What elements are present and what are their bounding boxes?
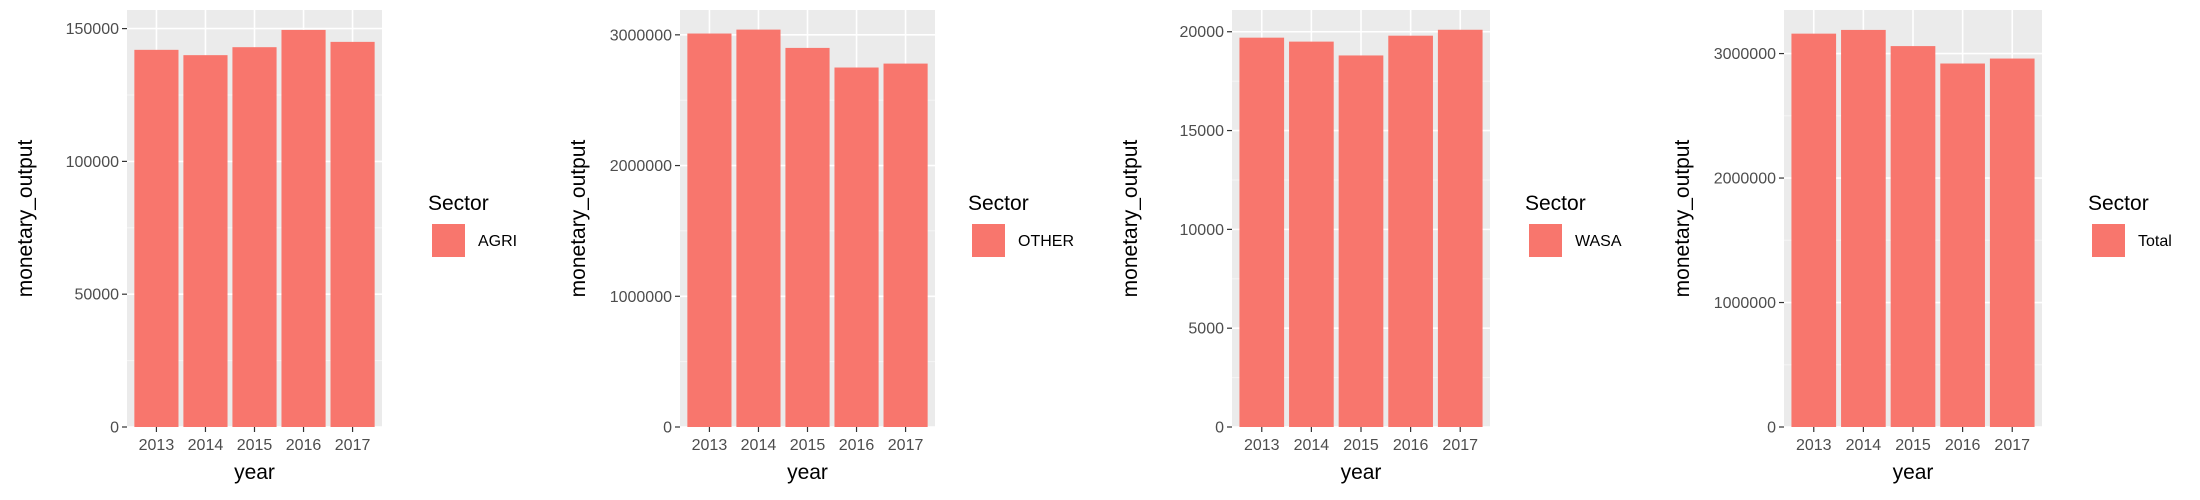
chart-panel-1: 2013 2014 2015 2016 2017 0 50000 100000 150000 ye…	[14, 10, 517, 484]
y-axis-title: monetary_output	[567, 140, 590, 298]
x-tick-label: 2013	[692, 437, 728, 454]
legend-title: Sector	[2088, 192, 2149, 215]
x-tick-label: 2016	[1945, 437, 1981, 454]
legend-label: Total	[2138, 233, 2172, 250]
x-tick-label: 2015	[1343, 437, 1379, 454]
bar-2017	[1989, 58, 2035, 428]
y-tick-label: 50000	[75, 287, 120, 304]
bar-2015	[1338, 55, 1384, 427]
legend-title: Sector	[1525, 192, 1586, 215]
x-tick-label: 2013	[1796, 437, 1832, 454]
bar-2016	[1388, 35, 1433, 427]
y-tick-label: 100000	[66, 154, 119, 171]
y-tick-label: 1000000	[610, 289, 672, 306]
legend-key	[1529, 224, 1562, 257]
y-axis-title: monetary_output	[1119, 140, 1142, 298]
bar-2017	[330, 41, 375, 427]
x-tick-label: 2015	[790, 437, 826, 454]
x-tick-label: 2014	[188, 437, 224, 454]
y-tick-label: 2000000	[1714, 171, 1776, 188]
legend-title: Sector	[968, 192, 1029, 215]
bar-2016	[281, 29, 326, 428]
bar-2017	[1437, 29, 1483, 428]
y-axis-title: monetary_output	[1671, 140, 1694, 298]
y-tick-label: 0	[1215, 420, 1224, 437]
x-tick-label: 2015	[1895, 437, 1931, 454]
legend-label: OTHER	[1018, 233, 1074, 250]
x-tick-label: 2014	[1294, 437, 1330, 454]
legend-key	[972, 224, 1005, 257]
bar-2015	[785, 47, 830, 428]
x-tick-label: 2013	[1244, 437, 1280, 454]
legend-key	[432, 224, 465, 257]
legend: Sector WASA	[1525, 192, 1622, 257]
legend: Sector AGRI	[428, 192, 517, 257]
x-tick-label: 2013	[139, 437, 175, 454]
x-tick-label: 2016	[286, 437, 322, 454]
bar-2014	[1289, 41, 1334, 428]
bar-2014	[1841, 29, 1886, 428]
x-tick-label: 2016	[1393, 437, 1429, 454]
chart-panel-2: 2013 2014 2015 2016 2017 0 1000000 2000000 30000…	[567, 10, 1074, 484]
y-tick-label: 15000	[1180, 123, 1225, 140]
chart-panel-3: 2013 2014 2015 2016 2017 0 5000 10000 15000 20000…	[1119, 10, 1622, 484]
x-tick-label: 2014	[741, 437, 777, 454]
y-axis-title: monetary_output	[14, 140, 37, 298]
x-tick-label: 2015	[237, 437, 273, 454]
x-tick-label: 2017	[888, 437, 924, 454]
bar-2013	[687, 33, 732, 427]
x-tick-label: 2017	[1442, 437, 1478, 454]
y-tick-label: 3000000	[1714, 46, 1776, 63]
bar-2016	[1940, 63, 1985, 428]
legend-key	[2092, 224, 2125, 257]
y-tick-label: 2000000	[610, 158, 672, 175]
x-tick-label: 2017	[335, 437, 371, 454]
y-tick-label: 1000000	[1714, 295, 1776, 312]
y-tick-label: 0	[110, 420, 119, 437]
bar-2013	[1239, 37, 1285, 428]
x-axis-title: year	[787, 461, 828, 484]
bar-2013	[134, 49, 179, 428]
x-axis-title: year	[1341, 461, 1382, 484]
legend: Sector Total	[2088, 192, 2172, 257]
x-tick-label: 2014	[1846, 437, 1882, 454]
bar-2014	[736, 29, 781, 427]
y-tick-label: 5000	[1188, 321, 1224, 338]
bar-2013	[1791, 33, 1837, 427]
y-tick-label: 3000000	[610, 27, 672, 44]
bar-2017	[883, 63, 928, 427]
legend-label: WASA	[1575, 233, 1622, 250]
chart-panel-4: 2013 2014 2015 2016 2017 0 1000000 2000000 30000…	[1671, 10, 2172, 484]
bar-2016	[834, 67, 879, 427]
y-tick-label: 0	[663, 420, 672, 437]
x-tick-label: 2017	[1994, 437, 2030, 454]
y-tick-label: 10000	[1180, 222, 1225, 239]
bar-2015	[232, 47, 277, 427]
legend: Sector OTHER	[968, 192, 1074, 257]
bar-2015	[1890, 46, 1936, 427]
legend-title: Sector	[428, 192, 489, 215]
x-axis-title: year	[1893, 461, 1934, 484]
y-tick-label: 20000	[1180, 24, 1225, 41]
x-tick-label: 2016	[839, 437, 875, 454]
bar-2014	[183, 55, 228, 428]
y-tick-label: 150000	[66, 21, 119, 38]
x-axis-title: year	[234, 461, 275, 484]
y-tick-label: 0	[1767, 420, 1776, 437]
legend-label: AGRI	[478, 233, 517, 250]
